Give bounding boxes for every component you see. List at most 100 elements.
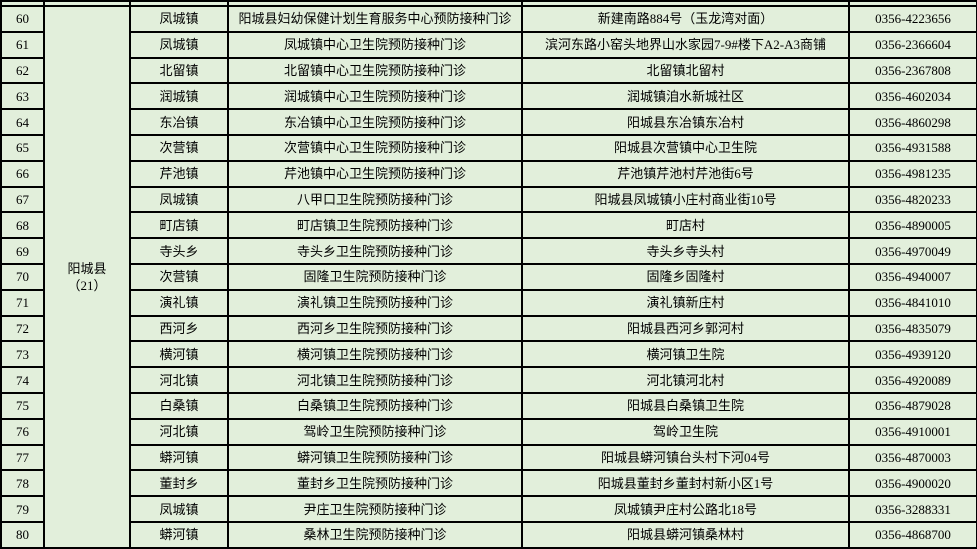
clinic-name-cell: 蟒河镇卫生院预防接种门诊 <box>227 443 523 472</box>
town-cell: 次营镇 <box>129 133 229 162</box>
address-cell: 润城镇洎水新城社区 <box>521 82 850 111</box>
phone-cell: 0356-4900020 <box>848 469 977 498</box>
town-cell: 凤城镇 <box>129 5 229 33</box>
phone-cell: 0356-4820233 <box>848 185 977 214</box>
town-cell: 东冶镇 <box>129 108 229 136</box>
town-cell: 次营镇 <box>129 262 229 291</box>
table-row: 75 白桑镇 白桑镇卫生院预防接种门诊 阳城县白桑镇卫生院 0356-4879028 <box>0 391 977 420</box>
table-row: 79 凤城镇 尹庄卫生院预防接种门诊 凤城镇尹庄村公路北18号 0356-3288331 <box>0 495 977 523</box>
row-number-cell: 64 <box>0 108 45 136</box>
address-cell: 町店村 <box>521 211 850 240</box>
town-cell: 寺头乡 <box>129 237 229 265</box>
address-cell: 阳城县凤城镇小庄村商业街10号 <box>521 185 850 214</box>
address-cell: 芹池镇芹池村芹池街6号 <box>521 159 850 188</box>
town-cell: 凤城镇 <box>129 30 229 59</box>
row-number-cell: 62 <box>0 56 45 85</box>
row-number-cell: 68 <box>0 211 45 240</box>
table-row: 67 凤城镇 八甲口卫生院预防接种门诊 阳城县凤城镇小庄村商业街10号 0356-482… <box>0 185 977 214</box>
address-cell: 横河镇卫生院 <box>521 340 850 369</box>
clinic-name-cell: 董封乡卫生院预防接种门诊 <box>227 469 523 498</box>
clinic-name-cell: 尹庄卫生院预防接种门诊 <box>227 495 523 523</box>
clinic-name-cell: 演礼镇卫生院预防接种门诊 <box>227 288 523 317</box>
clinic-name-cell: 河北镇卫生院预防接种门诊 <box>227 366 523 394</box>
row-number-cell: 67 <box>0 185 45 214</box>
table-row: 70 次营镇 固隆卫生院预防接种门诊 固隆乡固隆村 0356-4940007 <box>0 262 977 291</box>
town-cell: 北留镇 <box>129 56 229 85</box>
clinic-name-cell: 固隆卫生院预防接种门诊 <box>227 262 523 291</box>
table-row: 62 北留镇 北留镇中心卫生院预防接种门诊 北留镇北留村 0356-2367808 <box>0 56 977 85</box>
phone-cell: 0356-4939120 <box>848 340 977 369</box>
phone-cell: 0356-4920089 <box>848 366 977 394</box>
row-number-cell: 78 <box>0 469 45 498</box>
row-number-cell: 80 <box>0 520 45 549</box>
table-row: 64 东冶镇 东冶镇中心卫生院预防接种门诊 阳城县东冶镇东冶村 0356-4860298 <box>0 108 977 136</box>
clinic-name-cell: 八甲口卫生院预防接种门诊 <box>227 185 523 214</box>
town-cell: 蟒河镇 <box>129 520 229 549</box>
town-cell: 横河镇 <box>129 340 229 369</box>
table-row: 71 演礼镇 演礼镇卫生院预防接种门诊 演礼镇新庄村 0356-4841010 <box>0 288 977 317</box>
table-row: 60 阳城县 （21） 凤城镇 阳城县妇幼保健计划生育服务中心预防接种门诊 新建南路884… <box>0 5 977 549</box>
phone-cell: 0356-2367808 <box>848 56 977 85</box>
phone-cell: 0356-3288331 <box>848 495 977 523</box>
clinic-name-cell <box>227 0 523 7</box>
row-number-cell: 70 <box>0 262 45 291</box>
address-cell: 演礼镇新庄村 <box>521 288 850 317</box>
table-row: 61 凤城镇 凤城镇中心卫生院预防接种门诊 滨河东路小窑头地界山水家园7-9#楼下A2… <box>0 30 977 59</box>
town-cell: 白桑镇 <box>129 391 229 420</box>
phone-cell: 0356-4970049 <box>848 237 977 265</box>
row-number-cell: 66 <box>0 159 45 188</box>
table-row: 76 河北镇 驾岭卫生院预防接种门诊 驾岭卫生院 0356-4910001 <box>0 417 977 446</box>
phone-cell: 0356-4870003 <box>848 443 977 472</box>
town-cell <box>129 0 229 7</box>
clinic-name-cell: 阳城县妇幼保健计划生育服务中心预防接种门诊 <box>227 5 523 33</box>
clinic-name-cell: 寺头乡卫生院预防接种门诊 <box>227 237 523 265</box>
row-number-cell: 77 <box>0 443 45 472</box>
row-number-cell: 72 <box>0 314 45 343</box>
row-number-cell: 76 <box>0 417 45 446</box>
row-number-cell: 74 <box>0 366 45 394</box>
phone-cell: 0356-4860298 <box>848 108 977 136</box>
table-row: 69 寺头乡 寺头乡卫生院预防接种门诊 寺头乡寺头村 0356-4970049 <box>0 237 977 265</box>
clinic-name-cell: 白桑镇卫生院预防接种门诊 <box>227 391 523 420</box>
town-cell: 町店镇 <box>129 211 229 240</box>
table-row: 72 西河乡 西河乡卫生院预防接种门诊 阳城县西河乡郭河村 0356-4835079 <box>0 314 977 343</box>
phone-cell: 0356-4931588 <box>848 133 977 162</box>
table-row: 66 芹池镇 芹池镇中心卫生院预防接种门诊 芹池镇芹池村芹池街6号 0356-49812… <box>0 159 977 188</box>
clinic-name-cell: 驾岭卫生院预防接种门诊 <box>227 417 523 446</box>
address-cell: 凤城镇尹庄村公路北18号 <box>521 495 850 523</box>
phone-cell: 0356-4940007 <box>848 262 977 291</box>
phone-cell: 0356-4602034 <box>848 82 977 111</box>
phone-cell: 0356-4890005 <box>848 211 977 240</box>
phone-cell: 0356-4223656 <box>848 5 977 33</box>
clinic-name-cell: 润城镇中心卫生院预防接种门诊 <box>227 82 523 111</box>
address-cell: 河北镇河北村 <box>521 366 850 394</box>
row-number-cell: 60 <box>0 5 45 33</box>
row-number-cell: 79 <box>0 495 45 523</box>
row-number-cell <box>0 0 45 7</box>
phone-cell: 0356-4868700 <box>848 520 977 549</box>
clinic-name-cell: 次营镇中心卫生院预防接种门诊 <box>227 133 523 162</box>
address-cell: 滨河东路小窑头地界山水家园7-9#楼下A2-A3商铺 <box>521 30 850 59</box>
address-cell: 阳城县东冶镇东冶村 <box>521 108 850 136</box>
table-row: 63 润城镇 润城镇中心卫生院预防接种门诊 润城镇洎水新城社区 0356-4602034 <box>0 82 977 111</box>
table-row: 77 蟒河镇 蟒河镇卫生院预防接种门诊 阳城县蟒河镇台头村下河04号 0356-4870… <box>0 443 977 472</box>
clinic-name-cell: 西河乡卫生院预防接种门诊 <box>227 314 523 343</box>
table-row: 68 町店镇 町店镇卫生院预防接种门诊 町店村 0356-4890005 <box>0 211 977 240</box>
phone-cell: 0356-4981235 <box>848 159 977 188</box>
town-cell: 凤城镇 <box>129 495 229 523</box>
town-cell: 西河乡 <box>129 314 229 343</box>
town-cell: 董封乡 <box>129 469 229 498</box>
town-cell: 河北镇 <box>129 417 229 446</box>
clinic-name-cell: 芹池镇中心卫生院预防接种门诊 <box>227 159 523 188</box>
phone-cell: 0356-4841010 <box>848 288 977 317</box>
phone-cell: 0356-4835079 <box>848 314 977 343</box>
table-row: 73 横河镇 横河镇卫生院预防接种门诊 横河镇卫生院 0356-4939120 <box>0 340 977 369</box>
county-cell <box>43 0 131 7</box>
town-cell: 演礼镇 <box>129 288 229 317</box>
town-cell: 河北镇 <box>129 366 229 394</box>
table-row: 74 河北镇 河北镇卫生院预防接种门诊 河北镇河北村 0356-4920089 <box>0 366 977 394</box>
address-cell: 新建南路884号（玉龙湾对面） <box>521 5 850 33</box>
row-number-cell: 75 <box>0 391 45 420</box>
row-number-cell: 61 <box>0 30 45 59</box>
